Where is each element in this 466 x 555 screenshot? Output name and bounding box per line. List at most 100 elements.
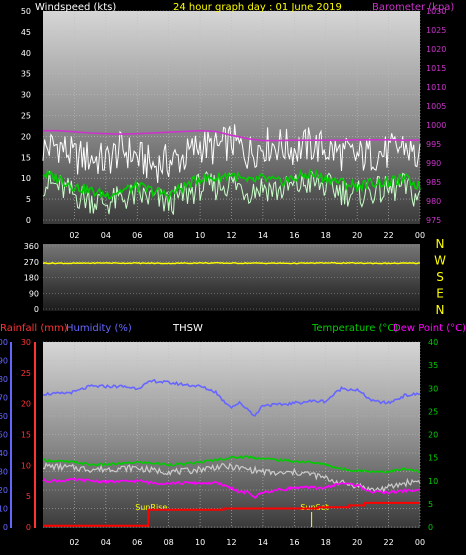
temp-time-axis-ticks: 02 04 06 08 10 12 14 16 18 20 22 00 [69, 538, 425, 547]
thsw-series-line [42, 462, 421, 494]
barometer-tick-label: 995 [426, 140, 441, 149]
time-tick-label: 20 [352, 231, 362, 240]
rainfall-tick-label: 20 [21, 400, 31, 409]
humidity-tick-label: 80 [0, 375, 8, 384]
time-tick-label: 10 [195, 538, 205, 547]
temp-series: SunRise SunSet [42, 378, 421, 527]
rainfall-tick-label: 5 [26, 492, 31, 501]
time-tick-label: 08 [164, 231, 174, 240]
compass-letter: E [436, 287, 444, 301]
temperature-tick-label: 20 [428, 431, 438, 440]
windspeed-tick-label: 20 [21, 132, 31, 141]
windspeed-tick-label: 30 [21, 91, 31, 100]
temperature-series-line [42, 455, 421, 474]
time-tick-label: 22 [383, 538, 393, 547]
average-wind-series-line [42, 168, 421, 203]
windspeed-series-line [42, 170, 421, 215]
barometer-tick-label: 1015 [426, 64, 446, 73]
windspeed-tick-label: 35 [21, 70, 31, 79]
humidity-tick-label: 60 [0, 412, 8, 421]
time-tick-label: 00 [415, 538, 425, 547]
barometer-tick-label: 1000 [426, 121, 446, 130]
time-tick-label: 22 [383, 231, 393, 240]
degree-tick-label: 0 [34, 305, 39, 314]
windspeed-axis-ticks: 0 5 10 15 20 25 30 35 40 45 50 [21, 7, 31, 225]
compass-letter: S [436, 270, 444, 284]
rainfall-tick-label: 10 [21, 461, 31, 470]
temperature-tick-label: 25 [428, 407, 438, 416]
humidity-tick-label: 10 [0, 505, 8, 514]
humidity-tick-label: 30 [0, 468, 8, 477]
thsw-legend: THSW [172, 323, 203, 334]
time-tick-label: 12 [226, 231, 236, 240]
degree-tick-label: 270 [24, 258, 39, 267]
time-tick-label: 16 [289, 231, 299, 240]
dewpoint-series-line [42, 477, 421, 499]
barometer-tick-label: 985 [426, 178, 441, 187]
barometer-tick-label: 980 [426, 197, 441, 206]
windspeed-tick-label: 50 [21, 7, 31, 16]
time-tick-label: 16 [289, 538, 299, 547]
humidity-tick-label: 100 [0, 338, 8, 347]
chart-title: 24 hour graph day : 01 June 2019 [173, 2, 342, 13]
rainfall-series-line [43, 501, 420, 527]
sunrise-label: SunRise [135, 503, 167, 512]
barometer-axis-label: Barometer (kpa) [372, 2, 454, 13]
barometer-series-line [43, 129, 420, 142]
direction-degree-ticks: 0 90 180 270 360 [24, 242, 39, 314]
barometer-tick-label: 1010 [426, 83, 446, 92]
degree-tick-label: 90 [29, 289, 39, 298]
humidity-tick-label: 50 [0, 431, 8, 440]
time-tick-label: 00 [415, 231, 425, 240]
barometer-tick-label: 1005 [426, 102, 446, 111]
windspeed-tick-label: 0 [26, 216, 31, 225]
direction-plot-area [43, 244, 420, 311]
humidity-tick-label: 0 [3, 523, 8, 532]
barometer-tick-label: 975 [426, 216, 441, 225]
direction-series [42, 261, 421, 265]
windspeed-tick-label: 5 [26, 195, 31, 204]
rainfall-legend: Rainfall (mm) [0, 323, 68, 334]
barometer-axis-ticks: 975 980 985 990 995 1000 1005 1010 1015 1020 1025 1… [426, 7, 446, 225]
rainfall-tick-label: 0 [26, 523, 31, 532]
windspeed-tick-label: 40 [21, 49, 31, 58]
windspeed-tick-label: 10 [21, 174, 31, 183]
dewpoint-legend: Dew Point (°C) [393, 323, 466, 334]
temperature-tick-label: 35 [428, 361, 438, 370]
rainfall-tick-label: 15 [21, 431, 31, 440]
temperature-tick-label: 40 [428, 338, 438, 347]
time-tick-label: 18 [321, 538, 331, 547]
wind-direction-series-line [42, 261, 421, 265]
temperature-tick-label: 0 [428, 523, 433, 532]
humidity-tick-label: 20 [0, 486, 8, 495]
time-tick-label: 02 [69, 231, 79, 240]
windspeed-tick-label: 15 [21, 153, 31, 162]
temperature-legend: Temperature (°C) [311, 323, 398, 334]
wind-series [42, 124, 421, 215]
humidity-tick-label: 90 [0, 357, 8, 366]
time-tick-label: 20 [352, 538, 362, 547]
compass-letter: N [436, 237, 445, 251]
temperature-tick-label: 10 [428, 477, 438, 486]
temperature-axis-ticks: 0 5 10 15 20 25 30 35 40 [428, 338, 438, 532]
barometer-tick-label: 990 [426, 159, 441, 168]
time-tick-label: 02 [69, 538, 79, 547]
time-tick-label: 14 [258, 231, 268, 240]
time-tick-label: 08 [164, 538, 174, 547]
windspeed-axis-label: Windspeed (kts) [35, 2, 116, 13]
degree-tick-label: 180 [24, 274, 39, 283]
humidity-tick-label: 70 [0, 394, 8, 403]
rainfall-tick-label: 25 [21, 369, 31, 378]
gust-series-line [42, 124, 421, 184]
barometer-tick-label: 1025 [426, 26, 446, 35]
windspeed-tick-label: 25 [21, 112, 31, 121]
time-tick-label: 18 [321, 231, 331, 240]
temp-gridlines [43, 341, 421, 528]
barometer-tick-label: 1020 [426, 45, 446, 54]
humidity-axis-line [10, 342, 12, 528]
compass-letter: W [434, 254, 446, 268]
humidity-series-line [42, 378, 421, 417]
